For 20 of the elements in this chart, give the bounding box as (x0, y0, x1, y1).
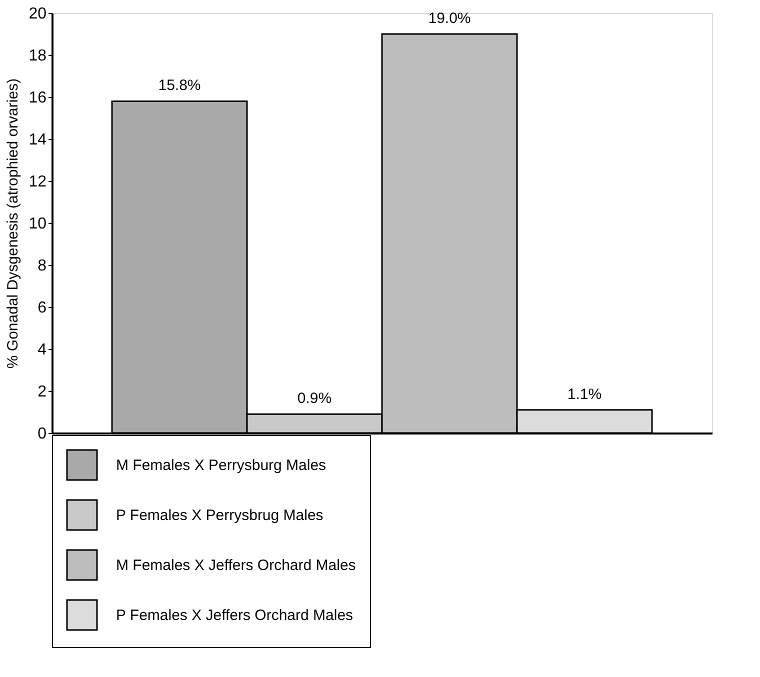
data-label: 19.0% (428, 10, 471, 27)
legend-label: M Females X Jeffers Orchard Males (116, 557, 356, 574)
y-tick-label: 0 (38, 426, 47, 442)
y-tick-label: 18 (28, 48, 47, 64)
data-label: 15.8% (158, 77, 201, 94)
y-tick-label: 2 (38, 384, 47, 400)
y-tick-label: 4 (38, 342, 47, 358)
y-tick-label: 10 (28, 216, 47, 232)
y-tick-label: 16 (28, 90, 47, 106)
legend-label: M Females X Perrysburg Males (116, 457, 326, 474)
data-label: 0.9% (297, 390, 332, 408)
y-axis-title: % Gonadal Dysgenesis (atrophied orvaries) (4, 78, 22, 369)
y-tick-label: 20 (28, 6, 47, 22)
legend-label: P Females X Perrysbrug Males (116, 507, 324, 524)
y-tick-label: 8 (38, 258, 47, 274)
legend-label: P Females X Jeffers Orchard Males (116, 607, 354, 624)
y-tick-label: 6 (38, 300, 47, 316)
y-tick-label: 12 (28, 174, 47, 190)
y-tick-label: 14 (28, 132, 47, 148)
data-label: 1.1% (567, 386, 602, 403)
